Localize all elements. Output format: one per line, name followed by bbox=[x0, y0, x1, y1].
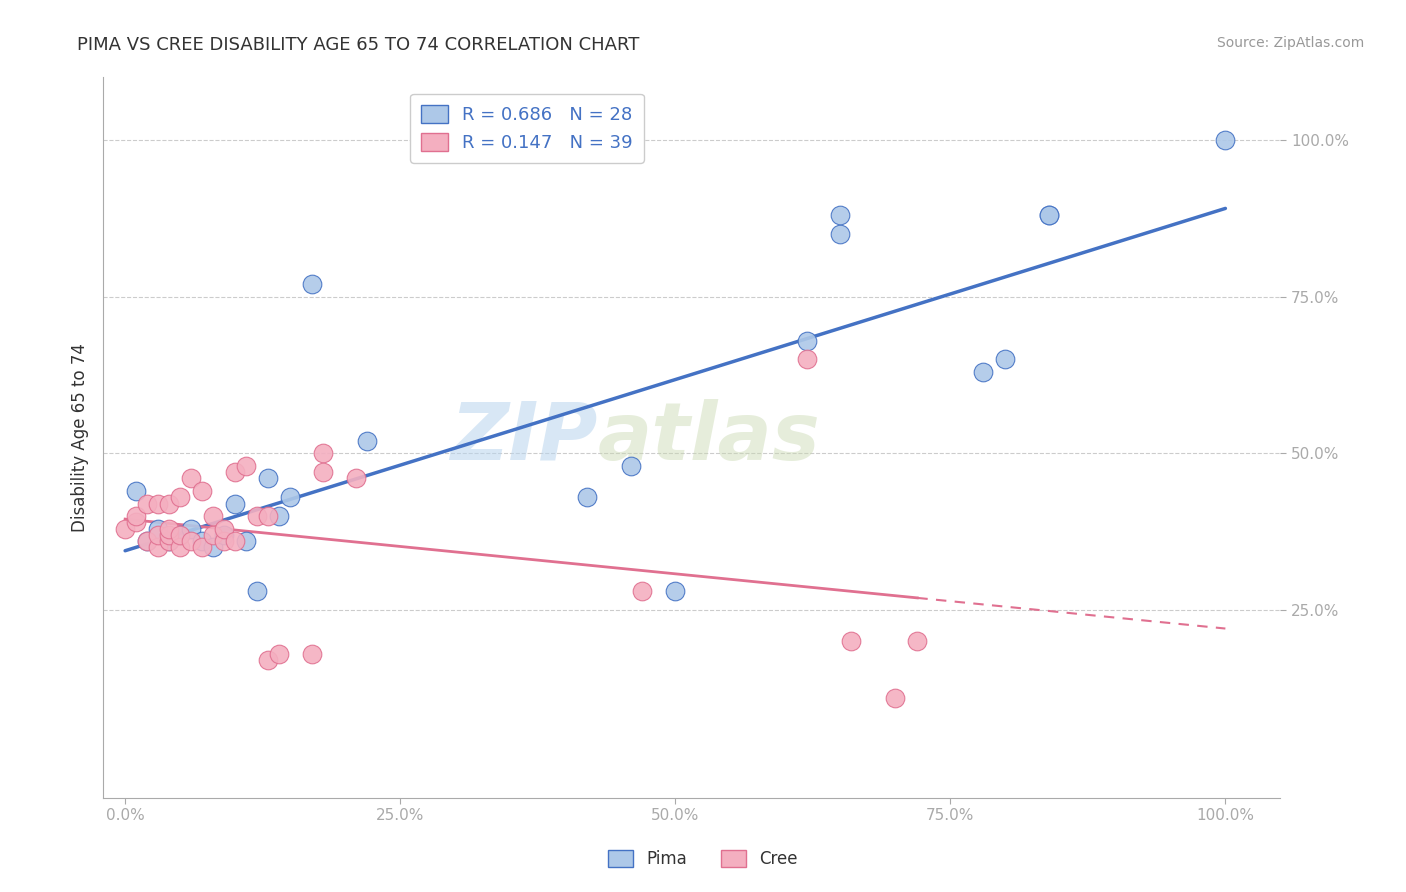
Point bbox=[905, 634, 928, 648]
Point bbox=[169, 490, 191, 504]
Point bbox=[1215, 133, 1237, 147]
Point bbox=[146, 522, 169, 536]
Point bbox=[169, 528, 191, 542]
Point bbox=[312, 465, 335, 479]
Point bbox=[157, 522, 180, 536]
Point bbox=[212, 528, 235, 542]
Point bbox=[235, 534, 257, 549]
Point bbox=[1038, 208, 1060, 222]
Point bbox=[224, 534, 246, 549]
Point bbox=[796, 352, 818, 367]
Point bbox=[631, 584, 654, 599]
Text: atlas: atlas bbox=[598, 399, 820, 476]
Point bbox=[191, 483, 214, 498]
Point bbox=[278, 490, 301, 504]
Point bbox=[972, 365, 994, 379]
Point bbox=[830, 208, 852, 222]
Point bbox=[576, 490, 599, 504]
Point bbox=[312, 446, 335, 460]
Point bbox=[136, 497, 159, 511]
Point bbox=[620, 458, 643, 473]
Point bbox=[344, 471, 367, 485]
Point bbox=[212, 522, 235, 536]
Y-axis label: Disability Age 65 to 74: Disability Age 65 to 74 bbox=[72, 343, 89, 533]
Point bbox=[257, 509, 280, 524]
Point bbox=[257, 653, 280, 667]
Point bbox=[224, 465, 246, 479]
Point bbox=[136, 534, 159, 549]
Point bbox=[180, 471, 202, 485]
Point bbox=[269, 647, 291, 661]
Point bbox=[246, 584, 269, 599]
Point bbox=[191, 534, 214, 549]
Point bbox=[269, 509, 291, 524]
Point bbox=[125, 516, 148, 530]
Point bbox=[796, 334, 818, 348]
Point bbox=[157, 497, 180, 511]
Point bbox=[1038, 208, 1060, 222]
Point bbox=[224, 497, 246, 511]
Text: ZIP: ZIP bbox=[450, 399, 598, 476]
Point bbox=[839, 634, 862, 648]
Text: Source: ZipAtlas.com: Source: ZipAtlas.com bbox=[1216, 36, 1364, 50]
Point bbox=[169, 528, 191, 542]
Point bbox=[202, 528, 225, 542]
Point bbox=[246, 509, 269, 524]
Point bbox=[301, 277, 323, 292]
Point bbox=[157, 534, 180, 549]
Point bbox=[664, 584, 686, 599]
Point bbox=[356, 434, 378, 448]
Point bbox=[157, 528, 180, 542]
Point bbox=[994, 352, 1017, 367]
Point bbox=[202, 541, 225, 555]
Point bbox=[136, 534, 159, 549]
Point bbox=[114, 522, 136, 536]
Legend: R = 0.686   N = 28, R = 0.147   N = 39: R = 0.686 N = 28, R = 0.147 N = 39 bbox=[411, 94, 644, 163]
Point bbox=[146, 541, 169, 555]
Point bbox=[235, 458, 257, 473]
Point bbox=[301, 647, 323, 661]
Point bbox=[146, 528, 169, 542]
Legend: Pima, Cree: Pima, Cree bbox=[602, 843, 804, 875]
Point bbox=[884, 690, 907, 705]
Point bbox=[830, 227, 852, 241]
Point bbox=[180, 534, 202, 549]
Point bbox=[125, 509, 148, 524]
Point bbox=[257, 471, 280, 485]
Point bbox=[212, 534, 235, 549]
Point bbox=[202, 509, 225, 524]
Point bbox=[146, 497, 169, 511]
Point bbox=[180, 522, 202, 536]
Point bbox=[191, 541, 214, 555]
Point bbox=[169, 541, 191, 555]
Text: PIMA VS CREE DISABILITY AGE 65 TO 74 CORRELATION CHART: PIMA VS CREE DISABILITY AGE 65 TO 74 COR… bbox=[77, 36, 640, 54]
Point bbox=[157, 534, 180, 549]
Point bbox=[125, 483, 148, 498]
